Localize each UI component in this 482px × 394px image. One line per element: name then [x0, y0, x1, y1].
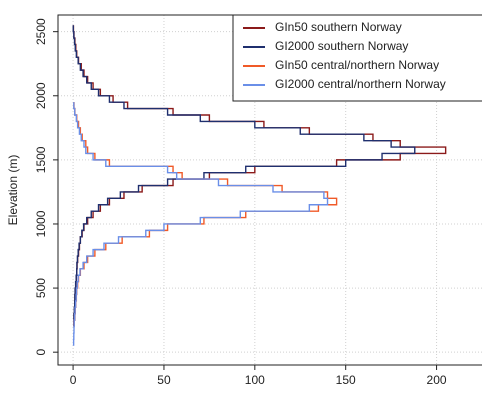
x-tick-label: 150	[336, 373, 356, 387]
series-line	[73, 102, 338, 327]
y-tick-label: 2500	[34, 18, 48, 45]
x-tick-label: 50	[157, 373, 171, 387]
x-tick-label: 200	[427, 373, 447, 387]
legend-label: GIn50 central/northern Norway	[275, 58, 439, 72]
y-tick-label: 500	[34, 278, 48, 298]
legend-label: GI2000 central/northern Norway	[275, 77, 446, 91]
axis-label: Elevation (m)	[6, 155, 20, 226]
x-tick-label: 0	[70, 373, 77, 387]
y-tick-label: 1500	[34, 146, 48, 173]
x-tick-label: 100	[245, 373, 265, 387]
legend-box	[232, 14, 482, 102]
legend-label: GIn50 southern Norway	[275, 20, 402, 34]
y-tick-label: 2000	[34, 82, 48, 109]
y-tick-label: 1000	[34, 210, 48, 237]
series-line	[72, 25, 416, 327]
series-line	[72, 102, 329, 346]
legend-label: GI2000 southern Norway	[275, 39, 408, 53]
y-tick-label: 0	[34, 349, 48, 356]
